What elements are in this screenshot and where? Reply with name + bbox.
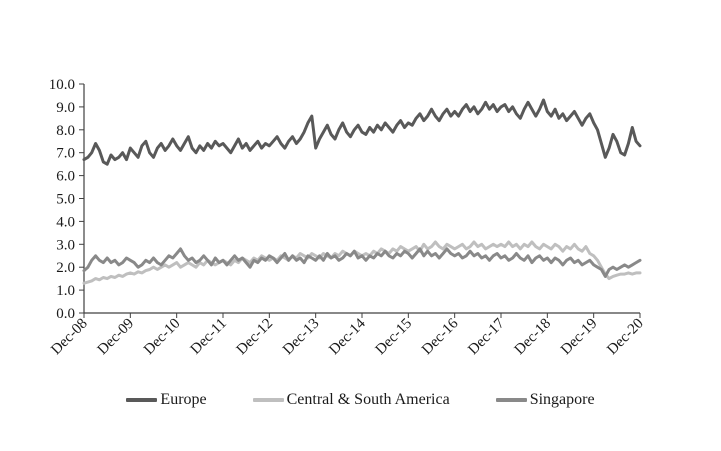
y-axis-tick-label: 9.0 [56,100,75,116]
y-axis-tick-label: 7.0 [56,146,75,162]
y-axis-tick-label: 5.0 [56,192,75,208]
legend-label-central-south-america: Central & South America [286,391,450,408]
x-axis-tick-label: Dec-15 [373,316,416,359]
axes [83,84,640,314]
series-line-europe [82,98,642,166]
y-axis-tick-label: 3.0 [56,237,75,253]
x-axis-tick-label: Dec-18 [512,316,555,359]
y-axis-tick-label: 0.0 [56,306,75,322]
y-axis-tick-label: 8.0 [56,123,75,139]
legend-swatch-singapore [495,398,527,402]
x-axis-tick-label: Dec-16 [419,315,462,358]
legend-label-europe: Europe [160,391,207,408]
y-axis-tick-label: 6.0 [56,169,75,185]
x-axis-tick-label: Dec-17 [465,315,508,358]
legend-item-central-south-america: Central & South America [252,391,450,409]
y-axis-tick-label: 10.0 [49,77,75,93]
x-axis-tick-label: Dec-09 [95,316,138,359]
x-axis-tick-label: Dec-12 [234,316,277,359]
legend-swatch-central-south-america [252,398,284,402]
y-axis-tick-label: 2.0 [56,260,75,276]
series-line-singapore [82,247,642,278]
x-axis-tick-label: Dec-13 [280,316,323,359]
legend-swatch-europe [126,398,158,402]
legend-item-singapore: Singapore [495,391,595,409]
legend-item-europe: Europe [126,391,207,409]
y-axis-tick-label: 1.0 [56,283,75,299]
x-axis-tick-label: Dec-19 [558,316,601,359]
x-axis-tick-label: Dec-14 [326,315,369,358]
y-axis-tick-label: 4.0 [56,214,75,230]
x-axis-tick-label: Dec-20 [604,316,647,359]
series-line-central-south-america [82,240,642,285]
chart-legend: Europe Central & South America Singapore [0,391,721,409]
legend-label-singapore: Singapore [529,391,595,408]
x-axis-tick-label: Dec-11 [188,316,230,358]
x-axis-tick-label: Dec-10 [141,316,184,359]
